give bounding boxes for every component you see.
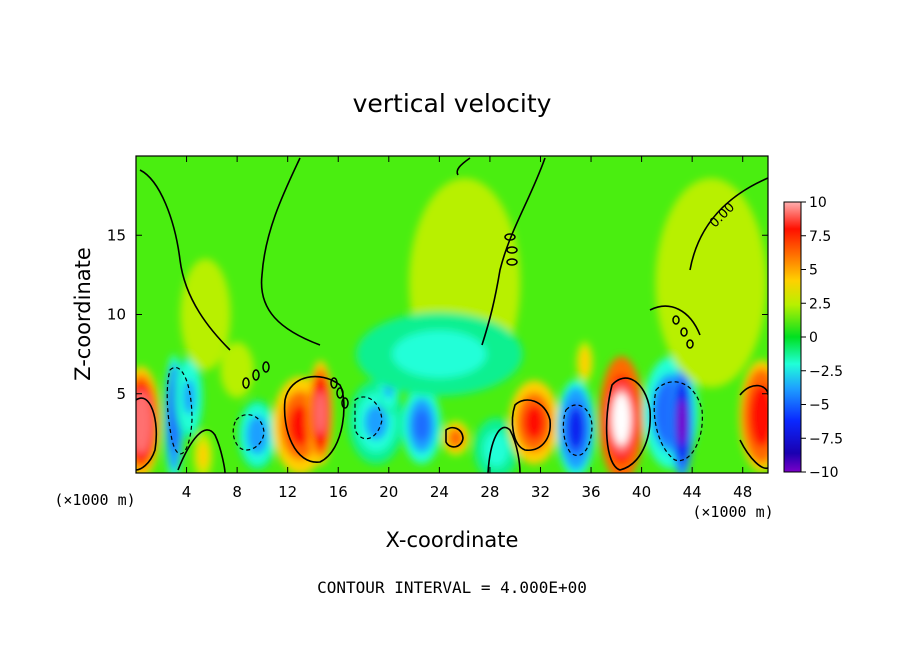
colorbar-tick-label-3: 2.5 bbox=[809, 296, 831, 312]
chart-title: vertical velocity bbox=[353, 89, 552, 118]
y-tick-label-2: 15 bbox=[107, 226, 126, 244]
velocity-cell-4-4 bbox=[195, 291, 216, 338]
negative-contours bbox=[166, 367, 703, 462]
x-axis: 4 8 12 16 20 24 28 32 36 40 44 48 bbox=[182, 156, 752, 501]
x-tick-label-5: 24 bbox=[430, 483, 449, 501]
velocity-cell-22-4 bbox=[404, 336, 475, 372]
velocity-cell-19-4 bbox=[677, 398, 687, 446]
velocity-cell-17-4 bbox=[612, 392, 631, 446]
velocity-cell-8-4 bbox=[364, 404, 388, 440]
colorbar-tick-label-7: −7.5 bbox=[809, 431, 843, 447]
y-axis: 5 10 15 bbox=[107, 226, 768, 403]
velocity-cell-2-4 bbox=[183, 379, 195, 415]
colorbar-tick-label-6: −5 bbox=[809, 398, 830, 414]
velocity-cell-7-4 bbox=[315, 390, 326, 435]
velocity-cell-13-4 bbox=[486, 436, 506, 463]
contour-interval-footer: CONTOUR INTERVAL = 4.000E+00 bbox=[317, 578, 587, 597]
velocity-cell-5-4 bbox=[249, 420, 266, 450]
velocity-cell-10-4 bbox=[413, 409, 430, 442]
x-tick-label-7: 32 bbox=[531, 483, 550, 501]
velocity-field bbox=[136, 178, 768, 473]
colorbar-tick-label-0: 10 bbox=[809, 195, 827, 211]
x-tick-label-8: 36 bbox=[581, 483, 600, 501]
x-tick-label-9: 40 bbox=[632, 483, 651, 501]
x-tick-label-1: 8 bbox=[232, 483, 242, 501]
velocity-cell-0-4 bbox=[136, 398, 150, 446]
y-tick-label-1: 10 bbox=[107, 306, 126, 324]
colorbar-ticks: 10 7.5 5 2.5 0 −2.5 −5 −7.5 −10 bbox=[801, 195, 843, 481]
x-tick-label-4: 20 bbox=[379, 483, 398, 501]
velocity-cell-3-4 bbox=[198, 445, 208, 466]
colorbar bbox=[783, 201, 802, 473]
y-axis-label: Z-coordinate bbox=[71, 247, 95, 381]
x-tick-label-0: 4 bbox=[182, 483, 192, 501]
x-tick-label-10: 44 bbox=[683, 483, 702, 501]
contour-label-ovals bbox=[242, 233, 694, 409]
colorbar-tick-label-5: −2.5 bbox=[809, 364, 843, 380]
x-axis-label: X-coordinate bbox=[386, 528, 519, 552]
velocity-cell-6-4 bbox=[288, 405, 312, 446]
velocity-cell-12-4 bbox=[441, 239, 488, 327]
velocity-cell-20-4 bbox=[687, 239, 735, 327]
velocity-cell-15-4 bbox=[567, 408, 585, 450]
colorbar-tick-label-1: 7.5 bbox=[809, 229, 831, 245]
x-tick-label-6: 28 bbox=[480, 483, 499, 501]
x-tick-label-2: 12 bbox=[278, 483, 297, 501]
velocity-cell-11-4 bbox=[449, 430, 462, 446]
velocity-cell-14-4 bbox=[523, 404, 545, 440]
x-tick-label-3: 16 bbox=[329, 483, 348, 501]
x-unit-right: (×1000 m) bbox=[692, 503, 773, 521]
velocity-cell-21-4 bbox=[752, 392, 768, 440]
y-tick-label-0: 5 bbox=[116, 385, 126, 403]
x-tick-label-11: 48 bbox=[733, 483, 752, 501]
velocity-cell-16-4 bbox=[581, 353, 589, 371]
colorbar-tick-label-8: −10 bbox=[809, 465, 839, 481]
colorbar-tick-label-4: 0 bbox=[809, 330, 818, 346]
x-unit-left: (×1000 m) bbox=[54, 491, 135, 509]
colorbar-tick-label-2: 5 bbox=[809, 263, 818, 279]
velocity-cell-23-4 bbox=[230, 358, 245, 382]
